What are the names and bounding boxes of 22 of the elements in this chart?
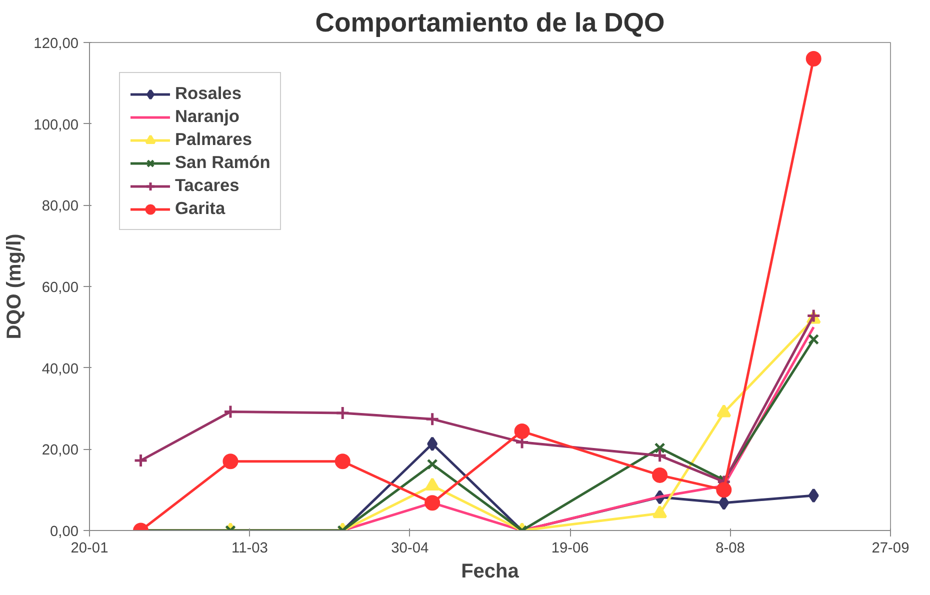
x-tick-label: 19-06 [551, 540, 589, 556]
chart-title: Comportamiento de la DQO [315, 8, 665, 38]
legend-label: Tacares [175, 175, 240, 196]
y-tick-label: 80,00 [42, 198, 79, 215]
x-tick-label: 11-03 [232, 540, 268, 556]
x-axis-title: Fecha [461, 560, 520, 582]
x-tick-label: 27-09 [872, 540, 910, 556]
x-tick-label: 30-04 [391, 540, 429, 556]
y-tick-label: 20,00 [42, 442, 79, 459]
x-tick-label: 20-01 [70, 540, 108, 556]
y-tick-label: 100,00 [34, 117, 78, 134]
y-tick-label: 0,00 [50, 524, 79, 540]
legend-label: Rosales [175, 83, 242, 104]
legend-label: San Ramón [175, 152, 270, 173]
y-tick-label: 120,00 [34, 36, 78, 52]
y-tick-label: 60,00 [42, 280, 79, 296]
legend-label: Palmares [175, 129, 252, 150]
legend-label: Naranjo [175, 106, 240, 127]
x-tick-label: 8-08 [716, 540, 745, 556]
legend-label: Garita [175, 198, 226, 219]
y-axis-title: DQO (mg/l) [4, 234, 26, 340]
y-tick-label: 40,00 [42, 361, 79, 378]
